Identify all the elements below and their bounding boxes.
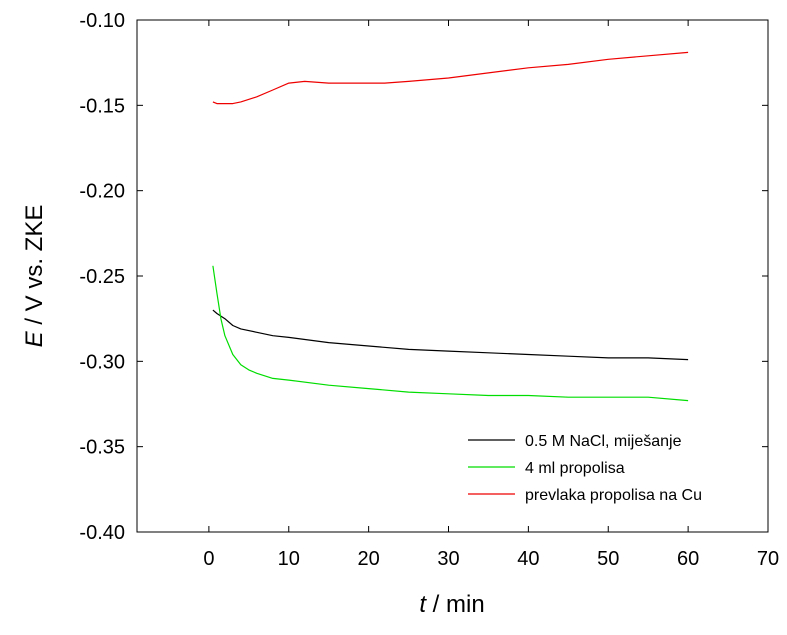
x-tick-label: 70 (757, 548, 779, 570)
y-axis-label: E / V vs. ZKE (21, 205, 48, 348)
y-axis: -0.10 -0.15 -0.20 -0.25 -0.30 -0.35 -0.40 (79, 10, 768, 544)
x-tick-label: 50 (597, 548, 619, 570)
series-lines (212, 51, 689, 402)
legend: 0.5 M NaCl, miješanje 4 ml propolisa prevl… (468, 433, 702, 504)
legend-label: 4 ml propolisa (525, 460, 625, 477)
x-tick-label: 60 (677, 548, 699, 570)
x-axis-label-var: t (419, 591, 427, 618)
y-tick-label: -0.25 (79, 266, 125, 288)
legend-label: 0.5 M NaCl, miješanje (525, 433, 682, 450)
x-tick-label: 20 (358, 548, 380, 570)
plot-frame (136, 19, 769, 533)
y-axis-label-var: E (21, 330, 48, 347)
y-tick-label: -0.15 (79, 95, 125, 117)
y-tick-label: -0.10 (79, 10, 125, 32)
x-axis-label-unit: / min (426, 591, 485, 618)
x-tick-label: 40 (517, 548, 539, 570)
x-axis: 0 10 20 30 40 50 60 70 (203, 20, 779, 570)
y-tick-label: -0.30 (79, 351, 125, 373)
series-line-1 (212, 309, 689, 361)
y-tick-label: -0.35 (79, 437, 125, 459)
y-tick-label: -0.20 (79, 181, 125, 203)
x-axis-label: t / min (419, 591, 484, 618)
y-tick-label: -0.40 (79, 522, 125, 544)
series-line-2 (212, 265, 689, 402)
x-tick-label: 10 (278, 548, 300, 570)
series-line-3 (212, 51, 689, 105)
x-tick-label: 0 (203, 548, 214, 570)
y-axis-label-unit: / V vs. ZKE (21, 205, 48, 332)
x-tick-label: 30 (437, 548, 459, 570)
legend-label: prevlaka propolisa na Cu (525, 487, 702, 504)
